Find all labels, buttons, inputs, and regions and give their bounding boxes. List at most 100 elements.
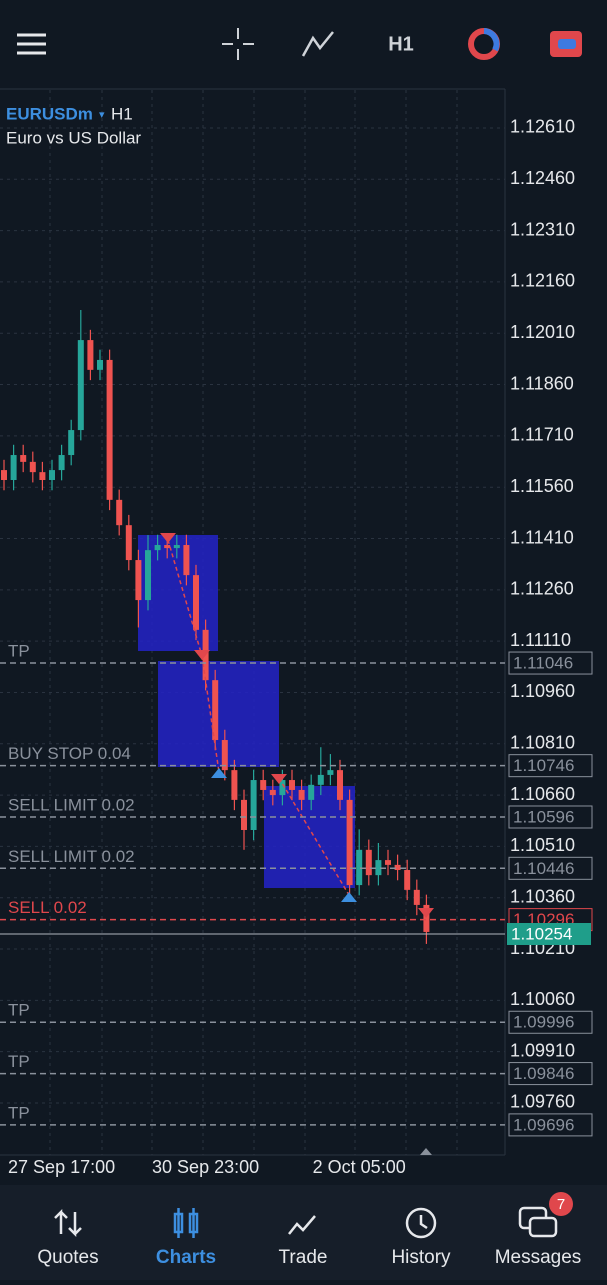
y-tick-label: 1.11110 (510, 630, 571, 650)
y-tick-label: 1.10060 (510, 989, 575, 1009)
candle-body (135, 560, 142, 601)
candle-body (145, 550, 151, 601)
candle-body (116, 499, 123, 526)
y-tick-label: 1.12160 (510, 271, 575, 291)
candle-body (212, 680, 219, 741)
candle-body (317, 774, 324, 785)
y-tick-label: 1.10810 (510, 733, 575, 753)
order-price-box (508, 805, 593, 829)
order-price-box (508, 1113, 593, 1137)
candle-body (298, 789, 305, 800)
nav-item[interactable]: History (391, 1247, 451, 1268)
order-price: 1.10746 (513, 756, 574, 775)
order-price-box (508, 754, 593, 778)
y-tick-label: 1.10360 (510, 886, 575, 906)
candle-body (29, 461, 36, 473)
candle-body (39, 472, 46, 481)
candle-body (231, 770, 238, 800)
nav-item[interactable]: Messages (495, 1247, 582, 1268)
order-price-box (508, 1010, 593, 1034)
indicators-button[interactable] (301, 31, 334, 57)
order-label[interactable]: SELL LIMIT 0.02 (8, 795, 135, 814)
candle-body (260, 780, 267, 790)
order-price: 1.11046 (513, 654, 573, 673)
order-label[interactable]: BUY STOP 0.04 (8, 744, 131, 763)
trade-arrows (160, 533, 434, 1155)
y-tick-label: 1.11860 (510, 373, 574, 393)
symbol[interactable]: EURUSDm (6, 104, 93, 123)
candle-body (58, 455, 65, 471)
candle-body (356, 849, 363, 886)
timeframe-button[interactable]: H1 (388, 33, 414, 55)
candle-body (346, 799, 353, 886)
y-tick-label: 1.10660 (510, 784, 575, 804)
candle-body (20, 455, 27, 462)
bottom-nav (0, 1185, 607, 1280)
order-price: 1.09696 (513, 1115, 574, 1134)
bid-price: 1.10254 (511, 924, 572, 943)
bid-box (507, 922, 591, 945)
candle-body (250, 780, 257, 830)
symbol-dropdown[interactable]: ▾ (99, 109, 105, 121)
y-tick-label: 1.10510 (510, 835, 575, 855)
candle-body (68, 430, 75, 456)
trade-button-accent (483, 28, 500, 52)
candle-body (173, 545, 180, 549)
nav-icons (54, 1206, 558, 1239)
x-tick-label: 2 Oct 05:00 (313, 1157, 406, 1177)
symbol-description: Euro vs US Dollar (6, 128, 141, 147)
candle-body (77, 340, 84, 431)
order-label[interactable]: TP (8, 1052, 30, 1071)
candle-body (289, 780, 295, 790)
candle-body (423, 904, 430, 932)
candle-body (87, 340, 94, 370)
y-tick-label: 1.11560 (510, 476, 574, 496)
one-click-accent (558, 39, 576, 49)
order-price: 1.09846 (513, 1064, 574, 1083)
candle-body (413, 889, 420, 905)
order-label[interactable]: TP (8, 1001, 30, 1020)
candle-body (193, 575, 199, 630)
candle-body (394, 864, 401, 871)
y-tick-label: 1.11260 (510, 579, 574, 599)
order-label[interactable]: SELL 0.02 (8, 898, 87, 917)
chart-timeframe: H1 (111, 104, 133, 123)
candle-body (308, 784, 315, 800)
nav-item[interactable]: Quotes (37, 1247, 98, 1268)
order-price: 1.10446 (513, 859, 574, 878)
order-label[interactable]: TP (8, 642, 30, 661)
y-tick-label: 1.12610 (510, 117, 575, 137)
order-price-box (508, 856, 593, 880)
candle-body (49, 470, 55, 481)
candle-body (10, 455, 17, 481)
nav-item[interactable]: Trade (279, 1247, 328, 1268)
candle-body (221, 740, 228, 771)
candle-body (279, 780, 286, 796)
candle-body (97, 359, 103, 370)
candle-body (404, 870, 411, 890)
x-tick-label: 27 Sep 17:00 (8, 1157, 115, 1177)
order-label[interactable]: TP (8, 1103, 30, 1122)
order-price: 1.10596 (513, 807, 574, 826)
toolbar: H1 (17, 28, 582, 60)
order-price: 1.09996 (513, 1013, 574, 1032)
order-price-box (508, 651, 593, 675)
candle-body (154, 545, 161, 551)
y-tick-label: 1.12310 (510, 219, 575, 239)
order-label[interactable]: SELL LIMIT 0.02 (8, 847, 135, 866)
candle-body (375, 860, 382, 876)
candle-body (125, 525, 132, 561)
candle-body (164, 545, 171, 549)
y-tick-label: 1.10960 (510, 681, 575, 701)
y-tick-label: 1.11710 (510, 425, 574, 445)
crosshair-button[interactable] (222, 28, 254, 60)
y-tick-label: 1.11410 (510, 527, 574, 547)
messages-badge-bg (549, 1192, 573, 1216)
nav-item[interactable]: Charts (156, 1247, 216, 1268)
menu-button[interactable] (17, 33, 46, 55)
y-tick-label: 1.09910 (510, 1040, 575, 1060)
candle-body (106, 359, 113, 500)
candle-body (327, 770, 334, 775)
